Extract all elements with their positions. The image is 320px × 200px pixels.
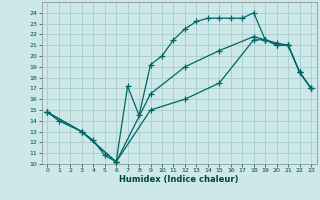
X-axis label: Humidex (Indice chaleur): Humidex (Indice chaleur): [119, 175, 239, 184]
